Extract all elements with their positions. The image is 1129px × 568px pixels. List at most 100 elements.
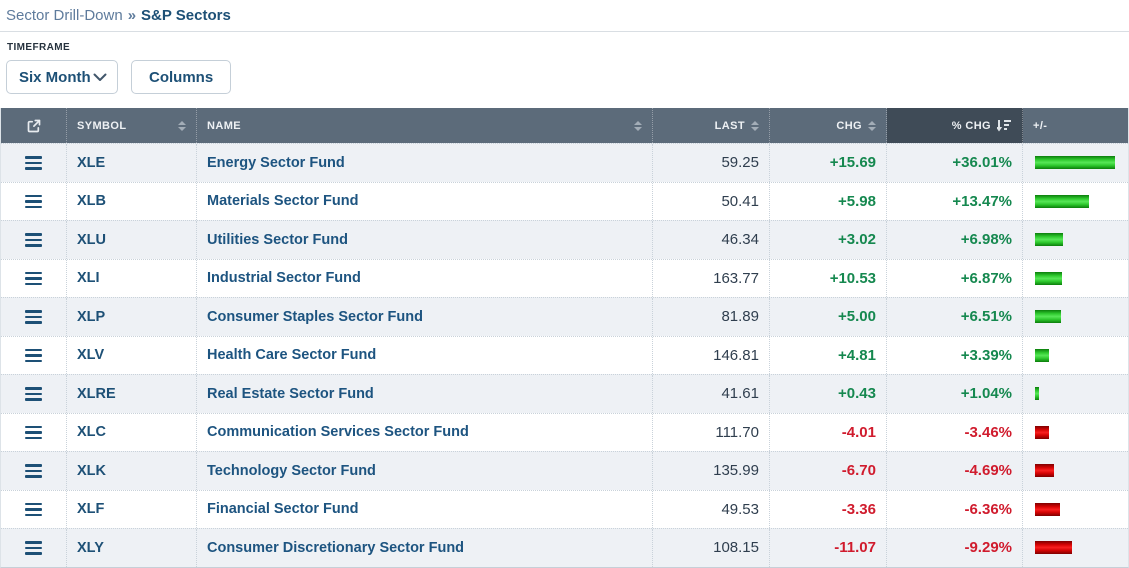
fund-name-link[interactable]: Consumer Staples Sector Fund: [207, 308, 423, 325]
last-cell: 50.41: [653, 182, 770, 220]
hamburger-menu-icon[interactable]: [25, 310, 42, 324]
symbol-link[interactable]: XLI: [77, 270, 100, 287]
chg-value: -11.07: [834, 539, 876, 557]
header-name[interactable]: NAME: [197, 108, 653, 143]
bar-cell: [1023, 221, 1128, 259]
symbol-cell: XLRE: [67, 375, 197, 413]
symbol-cell: XLF: [67, 490, 197, 528]
fund-name-link[interactable]: Industrial Sector Fund: [207, 270, 361, 287]
row-menu-cell: [1, 298, 67, 336]
row-menu-cell: [1, 144, 67, 182]
symbol-link[interactable]: XLV: [77, 347, 105, 364]
row-menu-cell: [1, 413, 67, 451]
hamburger-menu-icon[interactable]: [25, 348, 42, 362]
name-cell: Communication Services Sector Fund: [197, 413, 653, 451]
last-value: 108.15: [713, 539, 759, 557]
name-cell: Utilities Sector Fund: [197, 221, 653, 259]
symbol-link[interactable]: XLU: [77, 231, 106, 248]
header-popout-column[interactable]: [1, 108, 67, 143]
table-body: XLE Energy Sector Fund 59.25 +15.69 +36.…: [1, 143, 1128, 567]
symbol-link[interactable]: XLB: [77, 193, 106, 210]
pct-chg-value: -4.69%: [964, 462, 1012, 480]
symbol-cell: XLC: [67, 413, 197, 451]
change-bar: [1035, 425, 1049, 439]
hamburger-menu-icon[interactable]: [25, 233, 42, 247]
pct-chg-cell: -3.46%: [887, 413, 1023, 451]
row-menu-cell: [1, 182, 67, 220]
table-row: XLK Technology Sector Fund 135.99 -6.70 …: [1, 451, 1128, 490]
symbol-cell: XLI: [67, 259, 197, 297]
symbol-link[interactable]: XLP: [77, 308, 106, 325]
table-row: XLF Financial Sector Fund 49.53 -3.36 -6…: [1, 489, 1128, 529]
chg-value: -3.36: [841, 500, 876, 518]
pct-chg-value: +13.47%: [952, 192, 1012, 210]
name-cell: Real Estate Sector Fund: [197, 375, 653, 413]
bar-cell: [1023, 375, 1128, 413]
change-bar: [1035, 271, 1063, 285]
pct-chg-value: +1.04%: [960, 385, 1012, 403]
fund-name-link[interactable]: Real Estate Sector Fund: [207, 385, 374, 402]
fund-name-link[interactable]: Technology Sector Fund: [207, 462, 376, 479]
chg-value: -6.70: [841, 462, 876, 480]
external-link-icon: [27, 119, 40, 132]
chg-value: +0.43: [838, 385, 876, 403]
last-cell: 46.34: [653, 221, 770, 259]
header-chg[interactable]: CHG: [770, 108, 887, 143]
header-symbol[interactable]: SYMBOL: [67, 108, 197, 143]
fund-name-link[interactable]: Communication Services Sector Fund: [207, 424, 469, 441]
timeframe-select[interactable]: Six Month: [6, 60, 118, 94]
last-cell: 59.25: [653, 144, 770, 182]
table-row: XLI Industrial Sector Fund 163.77 +10.53…: [1, 258, 1128, 297]
hamburger-menu-icon[interactable]: [25, 541, 42, 555]
change-bar: [1035, 310, 1062, 324]
pct-chg-cell: +1.04%: [887, 375, 1023, 413]
symbol-link[interactable]: XLF: [77, 501, 105, 518]
hamburger-menu-icon[interactable]: [25, 156, 42, 170]
symbol-link[interactable]: XLRE: [77, 385, 116, 402]
symbol-link[interactable]: XLK: [77, 462, 106, 479]
last-cell: 108.15: [653, 529, 770, 567]
fund-name-link[interactable]: Utilities Sector Fund: [207, 231, 348, 248]
symbol-link[interactable]: XLY: [77, 539, 104, 556]
symbol-cell: XLV: [67, 336, 197, 374]
columns-button[interactable]: Columns: [131, 60, 232, 94]
header-symbol-label: SYMBOL: [77, 119, 127, 132]
fund-name-link[interactable]: Financial Sector Fund: [207, 501, 359, 518]
bar-cell: [1023, 491, 1128, 529]
last-value: 163.77: [713, 269, 759, 287]
pct-chg-cell: +36.01%: [887, 144, 1023, 182]
chg-cell: -11.07: [770, 529, 887, 567]
fund-name-link[interactable]: Energy Sector Fund: [207, 154, 345, 171]
hamburger-menu-icon[interactable]: [25, 464, 42, 478]
fund-name-link[interactable]: Consumer Discretionary Sector Fund: [207, 539, 465, 556]
change-bar: [1035, 387, 1040, 401]
chg-cell: +10.53: [770, 259, 887, 297]
breadcrumb-parent-link[interactable]: Sector Drill-Down: [6, 7, 123, 24]
chg-cell: +4.81: [770, 336, 887, 374]
hamburger-menu-icon[interactable]: [25, 502, 42, 516]
hamburger-menu-icon[interactable]: [25, 194, 42, 208]
hamburger-menu-icon[interactable]: [25, 271, 42, 285]
header-pct-chg-label: % CHG: [951, 119, 991, 132]
symbol-link[interactable]: XLE: [77, 154, 106, 171]
hamburger-menu-icon[interactable]: [25, 425, 42, 439]
fund-name-link[interactable]: Materials Sector Fund: [207, 193, 359, 210]
chg-value: +3.02: [838, 231, 876, 249]
last-value: 46.34: [721, 231, 759, 249]
row-menu-cell: [1, 529, 67, 567]
name-cell: Technology Sector Fund: [197, 452, 653, 490]
hamburger-menu-icon[interactable]: [25, 387, 42, 401]
header-last[interactable]: LAST: [653, 108, 770, 143]
header-pct-chg[interactable]: % CHG: [887, 108, 1023, 143]
chg-value: +4.81: [838, 346, 876, 364]
chg-cell: +15.69: [770, 144, 887, 182]
pct-chg-value: -6.36%: [964, 500, 1012, 518]
symbol-cell: XLB: [67, 182, 197, 220]
change-bar: [1035, 194, 1089, 208]
table-row: XLB Materials Sector Fund 50.41 +5.98 +1…: [1, 181, 1128, 220]
chg-cell: +5.98: [770, 182, 887, 220]
fund-name-link[interactable]: Health Care Sector Fund: [207, 347, 377, 364]
table-row: XLU Utilities Sector Fund 46.34 +3.02 +6…: [1, 220, 1128, 259]
row-menu-cell: [1, 336, 67, 374]
symbol-link[interactable]: XLC: [77, 424, 106, 441]
